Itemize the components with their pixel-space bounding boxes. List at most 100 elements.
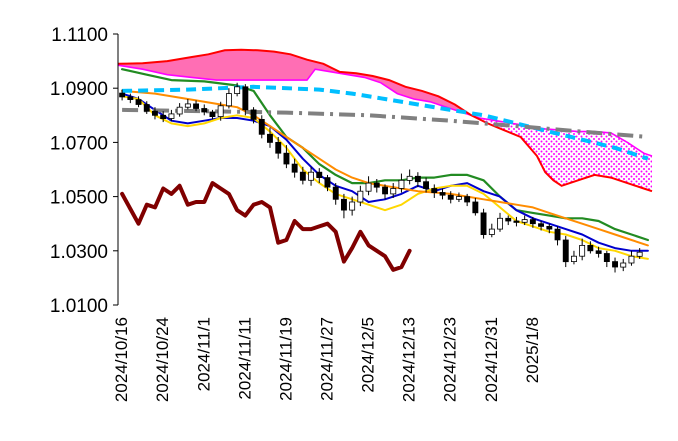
- candle-body-up: [176, 106, 183, 115]
- candle-body-up: [579, 244, 586, 257]
- candle: [603, 250, 610, 268]
- candle: [357, 185, 364, 207]
- candle-body-up: [620, 262, 627, 268]
- candle: [423, 177, 429, 193]
- candle-body-down: [151, 110, 158, 116]
- candle: [505, 215, 512, 226]
- candle-body-down: [250, 109, 257, 120]
- candle: [349, 196, 356, 216]
- candle-body-up: [455, 196, 462, 200]
- candle: [571, 250, 577, 265]
- candle: [373, 178, 380, 193]
- candle-body-up: [234, 86, 241, 95]
- cloud-bullish-fill: [118, 49, 474, 117]
- candle: [143, 101, 150, 114]
- cloud-bearish-fill: [473, 116, 652, 192]
- candle-body-up: [398, 179, 405, 189]
- candle: [382, 184, 388, 200]
- candle: [406, 169, 413, 185]
- candle-body-up: [365, 182, 372, 192]
- candle-body-down: [127, 96, 134, 101]
- candle: [488, 223, 495, 238]
- candle-body-down: [505, 217, 512, 222]
- candle: [480, 208, 487, 239]
- candle: [299, 166, 306, 185]
- candle-body-up: [390, 188, 397, 195]
- candle-body-down: [447, 194, 454, 200]
- candle: [151, 107, 158, 120]
- candle-body-down: [242, 86, 249, 111]
- candle: [283, 145, 290, 169]
- x-tick-label: 2024/10/24: [153, 317, 172, 402]
- candle-body-down: [299, 171, 306, 181]
- candle-body-down: [316, 171, 323, 178]
- candle-body-down: [554, 228, 561, 241]
- candle-body-down: [283, 152, 290, 165]
- candle-body-up: [571, 255, 577, 263]
- candle: [324, 174, 331, 192]
- ma-long: [122, 84, 649, 161]
- y-tick-label: 1.0900: [50, 79, 108, 100]
- candle: [538, 220, 544, 231]
- x-tick-label: 2024/11/11: [235, 317, 254, 400]
- candle-body-down: [431, 188, 438, 193]
- candle-body-down: [291, 163, 298, 173]
- candle: [612, 257, 618, 273]
- candle-body-up: [184, 103, 191, 108]
- x-tick-label: 2024/12/31: [482, 317, 501, 402]
- y-tick-label: 1.1100: [51, 25, 108, 46]
- candle-body-up: [168, 113, 175, 119]
- x-tick-label: 2024/11/1: [194, 317, 213, 391]
- candle-body-up: [628, 255, 635, 264]
- candle: [628, 250, 635, 266]
- axes: 1.11001.09001.07001.05001.03001.01002024…: [50, 25, 542, 402]
- y-tick-label: 1.0100: [50, 296, 108, 317]
- candle-body-down: [340, 198, 347, 211]
- candle: [365, 176, 372, 196]
- candle: [455, 192, 462, 203]
- candle-body-down: [464, 196, 471, 203]
- candle: [266, 127, 273, 148]
- x-tick-label: 2024/12/23: [441, 317, 460, 402]
- candle-body-down: [480, 212, 487, 235]
- x-tick-label: 2024/10/16: [112, 317, 131, 402]
- candle: [513, 216, 520, 227]
- candle-body-down: [382, 186, 388, 195]
- candle-body-down: [587, 244, 594, 252]
- candle-body-down: [201, 108, 208, 113]
- candle-body-up: [636, 251, 643, 257]
- candle-body-down: [193, 103, 199, 109]
- candle: [250, 107, 257, 124]
- y-tick-label: 1.0700: [50, 133, 108, 154]
- candle-body-down: [119, 92, 126, 98]
- y-tick-label: 1.0300: [50, 242, 108, 263]
- candle: [332, 183, 339, 205]
- candle: [217, 101, 224, 121]
- candle-body-down: [513, 220, 520, 223]
- candle-body-down: [414, 175, 421, 183]
- candle: [258, 115, 265, 139]
- candle: [620, 258, 627, 272]
- y-tick-label: 1.0500: [50, 188, 108, 209]
- candle-body-up: [349, 201, 356, 211]
- candle-body-down: [603, 253, 610, 263]
- candle-body-down: [472, 201, 479, 214]
- candle-body-up: [521, 219, 528, 223]
- candle: [316, 168, 323, 184]
- candle: [225, 88, 232, 109]
- x-tick-label: 2024/11/19: [276, 317, 295, 401]
- candle-body-down: [324, 177, 331, 188]
- candle: [562, 235, 569, 268]
- candle: [464, 193, 471, 207]
- candle: [529, 216, 536, 228]
- candle: [201, 104, 208, 116]
- candle: [472, 197, 479, 216]
- candle: [439, 188, 446, 200]
- candle: [390, 183, 397, 198]
- candle: [579, 238, 586, 261]
- candle: [193, 100, 199, 112]
- candle: [546, 223, 553, 234]
- candle: [308, 166, 314, 186]
- candle-body-down: [529, 219, 536, 225]
